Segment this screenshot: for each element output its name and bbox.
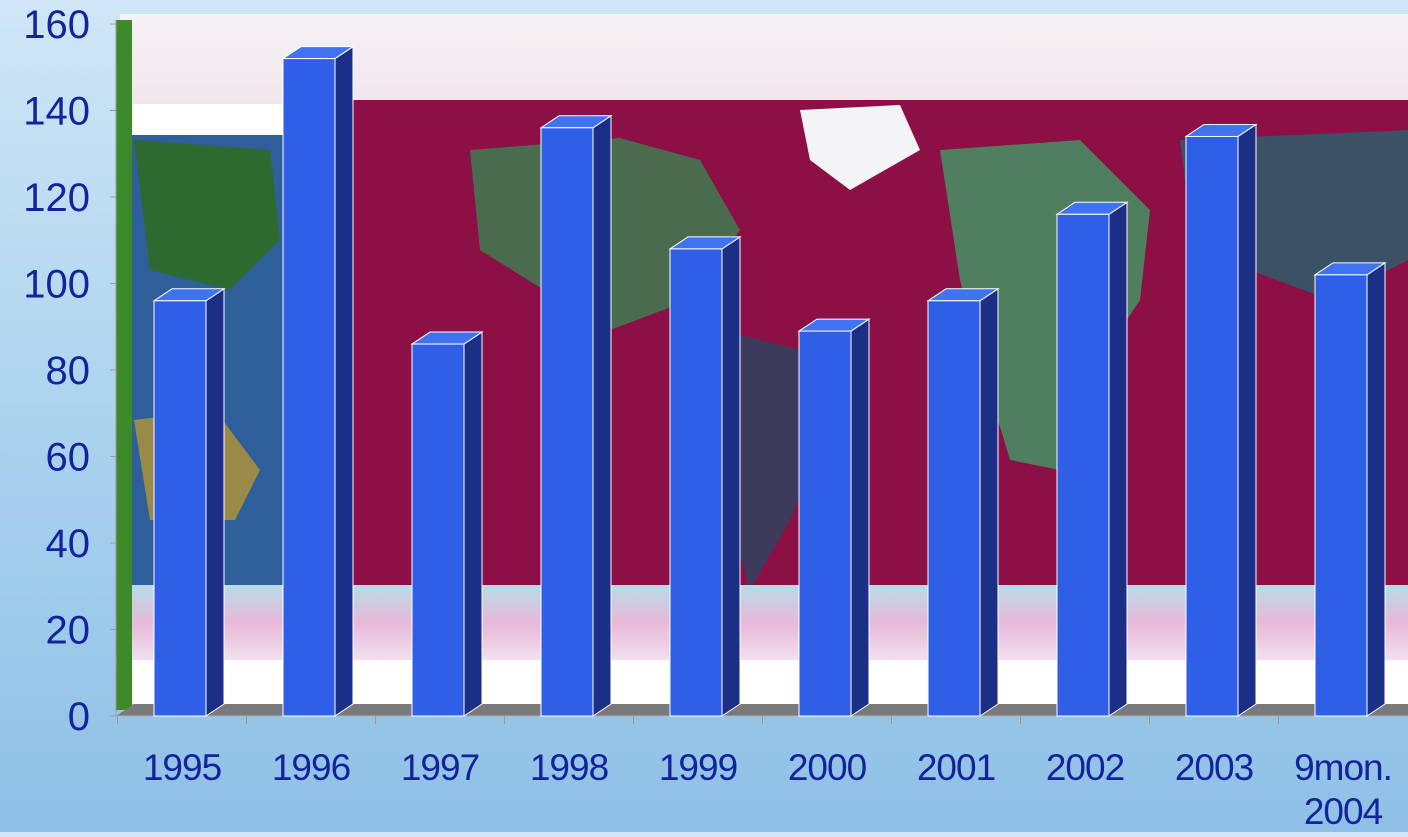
- x-tick-label: 2000: [788, 747, 867, 788]
- bar-front: [1056, 213, 1110, 717]
- bars: [152, 45, 1387, 717]
- y-tick-label: 80: [46, 349, 91, 393]
- bar-side: [1237, 123, 1257, 717]
- bar-side: [721, 235, 741, 717]
- bar: [410, 331, 484, 717]
- map-left-strip: [116, 20, 132, 710]
- bar-side: [1366, 261, 1386, 717]
- y-tick-label: 40: [46, 522, 91, 566]
- x-tick-label: 2001: [917, 747, 995, 788]
- y-tick-label: 20: [46, 609, 91, 653]
- bar: [926, 287, 1000, 717]
- map-continent-east-asia-left: [134, 140, 280, 290]
- bar-side: [979, 287, 999, 717]
- x-axis: 1995 1996 1997 1998 1999 2000 2001 2002 2003 9mon…: [117, 716, 1393, 832]
- bar-side: [592, 114, 612, 717]
- y-axis: 0 20 40 60 80 100 120 140 160: [23, 3, 117, 739]
- bar: [1313, 261, 1387, 717]
- bar: [797, 318, 871, 717]
- y-tick-label: 160: [23, 3, 90, 47]
- y-tick-label: 120: [23, 176, 90, 220]
- bar-front: [411, 343, 465, 717]
- bar: [668, 235, 742, 717]
- bar-side: [334, 45, 354, 717]
- x-tick-label: 1996: [272, 747, 350, 788]
- bar: [1184, 123, 1258, 717]
- y-tick-label: 0: [68, 695, 90, 739]
- bar-front: [540, 127, 594, 717]
- x-tick-label: 1998: [530, 747, 608, 788]
- x-tick-label: 2002: [1046, 747, 1124, 788]
- y-tick-label: 140: [23, 90, 90, 134]
- x-tick-label: 1997: [401, 747, 479, 788]
- bar: [281, 45, 355, 717]
- bar-side: [1108, 201, 1128, 717]
- bar-front: [282, 58, 336, 717]
- bar-side: [850, 318, 870, 717]
- bar-front: [1185, 135, 1239, 717]
- bar-side: [463, 331, 483, 717]
- bar: [152, 287, 226, 717]
- map-greenland: [800, 105, 920, 190]
- bar-front: [153, 300, 207, 717]
- bar-front: [927, 300, 981, 717]
- y-tick-label: 100: [23, 263, 90, 307]
- bar-front: [1314, 274, 1368, 717]
- bar: [539, 114, 613, 717]
- bar-front: [798, 330, 852, 717]
- x-tick-label: 9mon. 2004: [1294, 747, 1392, 832]
- bar-front: [669, 248, 723, 717]
- x-tick-label: 2003: [1175, 747, 1253, 788]
- y-tick-label: 60: [46, 436, 91, 480]
- bar: [1055, 201, 1129, 717]
- x-tick-label: 1995: [143, 747, 222, 788]
- bar-side: [205, 287, 225, 717]
- x-tick-label: 1999: [659, 747, 737, 788]
